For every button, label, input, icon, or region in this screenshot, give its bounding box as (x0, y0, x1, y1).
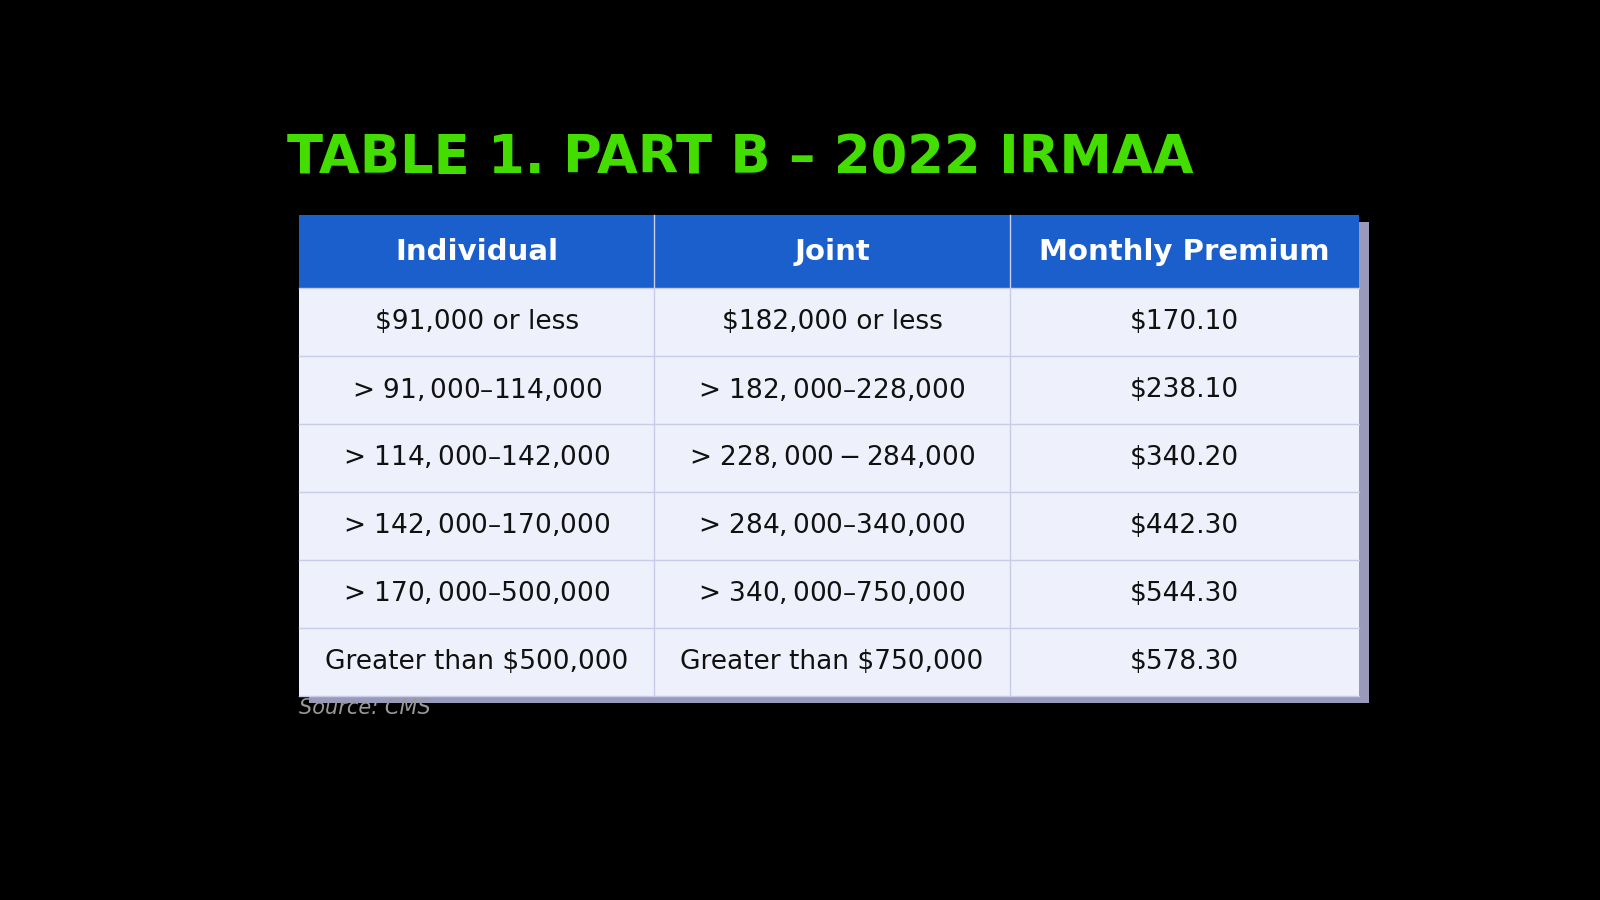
FancyBboxPatch shape (309, 222, 1370, 703)
Text: Greater than $500,000: Greater than $500,000 (325, 649, 629, 675)
Text: $91,000 or less: $91,000 or less (374, 309, 579, 335)
FancyBboxPatch shape (299, 215, 1360, 288)
Text: > $142,000 – $170,000: > $142,000 – $170,000 (344, 512, 610, 539)
Text: $182,000 or less: $182,000 or less (722, 309, 942, 335)
Text: Source: CMS: Source: CMS (299, 698, 430, 718)
Text: > $228,000 -$284,000: > $228,000 -$284,000 (688, 445, 974, 472)
Text: TABLE 1. PART B – 2022 IRMAA: TABLE 1. PART B – 2022 IRMAA (286, 132, 1194, 184)
Text: $340.20: $340.20 (1130, 445, 1238, 471)
Text: > $182,000 – $228,000: > $182,000 – $228,000 (698, 376, 965, 403)
Text: Individual: Individual (395, 238, 558, 266)
Text: > $114,000 – $142,000: > $114,000 – $142,000 (344, 445, 610, 472)
Text: > $170,000 – $500,000: > $170,000 – $500,000 (344, 580, 610, 608)
FancyBboxPatch shape (299, 215, 1360, 696)
Text: $238.10: $238.10 (1130, 377, 1238, 403)
Text: $170.10: $170.10 (1130, 309, 1238, 335)
Text: Greater than $750,000: Greater than $750,000 (680, 649, 984, 675)
Text: > $340,000 – $750,000: > $340,000 – $750,000 (698, 580, 965, 608)
Text: $578.30: $578.30 (1130, 649, 1238, 675)
Text: Monthly Premium: Monthly Premium (1040, 238, 1330, 266)
Text: > $284,000 – $340,000: > $284,000 – $340,000 (698, 512, 965, 539)
Text: $442.30: $442.30 (1130, 513, 1238, 539)
Text: > $91,000 – $114,000: > $91,000 – $114,000 (352, 376, 602, 403)
Text: $544.30: $544.30 (1130, 580, 1238, 607)
Text: Joint: Joint (794, 238, 870, 266)
